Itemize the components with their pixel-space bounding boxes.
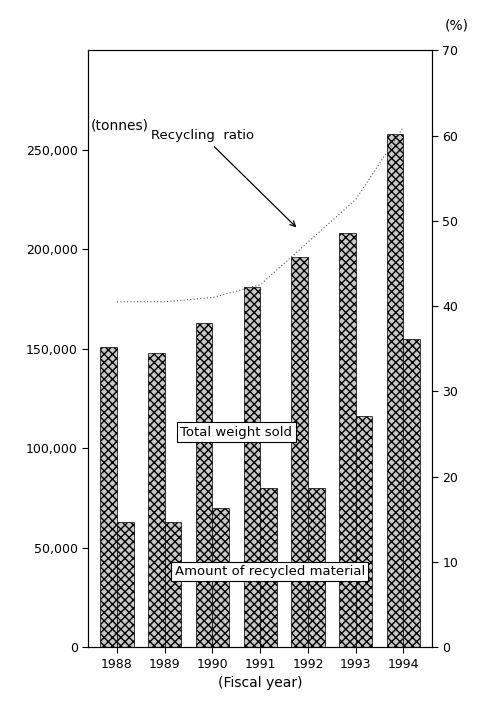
Bar [196,323,213,647]
Bar [165,522,182,647]
Bar [260,488,277,647]
Bar [244,287,260,647]
Bar [291,257,308,647]
Text: Total weight sold: Total weight sold [180,426,292,439]
Bar [148,353,165,647]
Bar [404,339,420,647]
Bar [100,347,117,647]
Bar [117,522,134,647]
Bar [355,416,372,647]
Text: Amount of recycled material: Amount of recycled material [175,565,365,578]
Text: Recycling  ratio: Recycling ratio [151,129,296,226]
X-axis label: (Fiscal year): (Fiscal year) [218,676,302,690]
Text: (%): (%) [445,19,468,32]
Bar [308,488,325,647]
Bar [339,234,355,647]
Text: (tonnes): (tonnes) [91,119,149,133]
Bar [387,134,404,647]
Bar [213,508,229,647]
